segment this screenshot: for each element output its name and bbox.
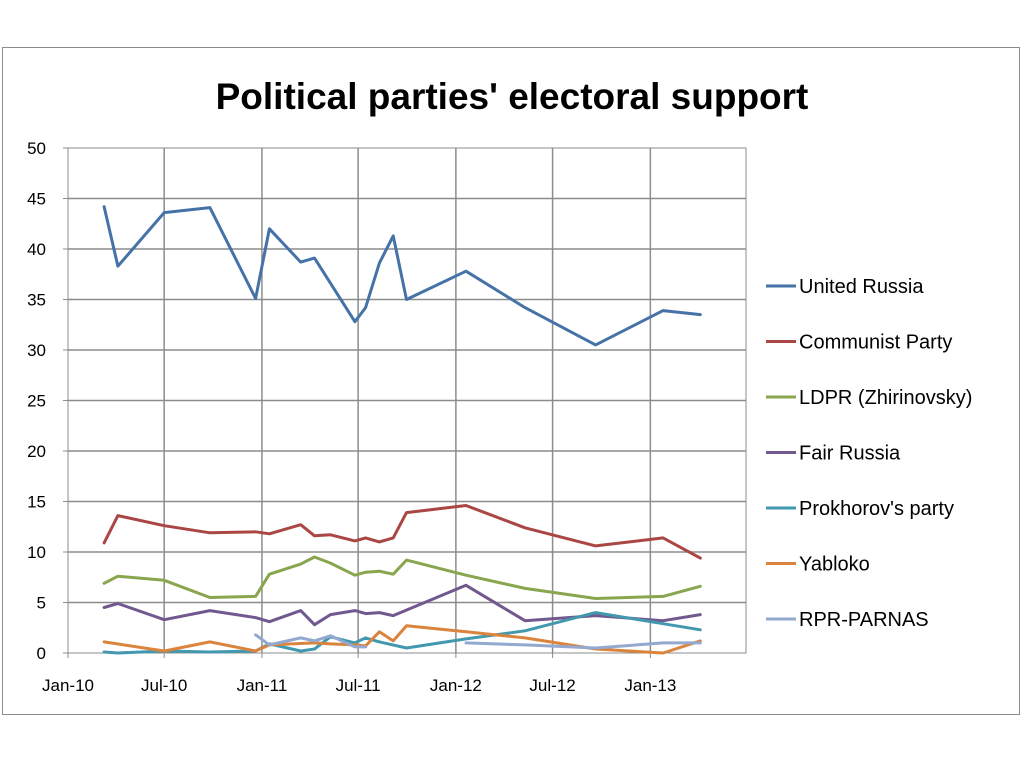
legend: United Russia Communist Party LDPR (Zhirin… xyxy=(766,276,972,631)
y-tick-label: 45 xyxy=(27,190,46,209)
chart-title: Political parties' electoral support xyxy=(216,76,809,117)
legend-label-communist-party: Communist Party xyxy=(799,332,952,354)
legend-label-fair-russia: Fair Russia xyxy=(799,443,901,465)
series-line-communist-party xyxy=(102,504,702,560)
series-line-rpr-parnas xyxy=(254,633,368,649)
y-tick-label: 30 xyxy=(27,341,46,360)
x-tick-label: Jan-10 xyxy=(42,676,94,695)
chart-frame xyxy=(2,47,1020,715)
y-tick-label: 15 xyxy=(27,493,46,512)
series-line-ldpr-zhirinovsky xyxy=(102,555,702,600)
x-tick-label: Jan-13 xyxy=(624,676,676,695)
y-tick-label: 5 xyxy=(37,594,46,613)
y-tick-label: 0 xyxy=(37,644,46,663)
series-lines xyxy=(102,205,702,655)
y-tick-label: 20 xyxy=(27,442,46,461)
x-tick-label: Jul-11 xyxy=(336,676,381,695)
y-tick-label: 35 xyxy=(27,291,46,310)
gridlines xyxy=(68,148,746,653)
y-axis: 0 5 10 15 20 25 30 35 40 45 50 xyxy=(27,139,68,663)
x-tick-label: Jan-12 xyxy=(430,676,482,695)
y-tick-label: 40 xyxy=(27,240,46,259)
series-line-rpr-parnas xyxy=(464,641,702,650)
y-tick-label: 10 xyxy=(27,543,46,562)
legend-label-ldpr-zhirinovsky: LDPR (Zhirinovsky) xyxy=(799,387,972,409)
y-tick-label: 25 xyxy=(27,392,46,411)
x-axis: Jan-10 Jul-10 Jan-11 Jul-11 Jan-12 Jul-12 Jan-… xyxy=(42,653,676,695)
series-line-fair-russia xyxy=(102,583,702,627)
legend-label-yabloko: Yabloko xyxy=(799,554,870,576)
x-tick-label: Jul-10 xyxy=(141,676,187,695)
x-tick-label: Jul-12 xyxy=(529,676,575,695)
legend-label-rpr-parnas: RPR-PARNAS xyxy=(799,609,929,631)
y-tick-label: 50 xyxy=(27,139,46,158)
series-line-united-russia xyxy=(102,205,702,347)
x-tick-label: Jan-11 xyxy=(237,676,288,695)
legend-label-prokhorov-s-party: Prokhorov's party xyxy=(799,498,954,520)
legend-label-united-russia: United Russia xyxy=(799,276,924,298)
